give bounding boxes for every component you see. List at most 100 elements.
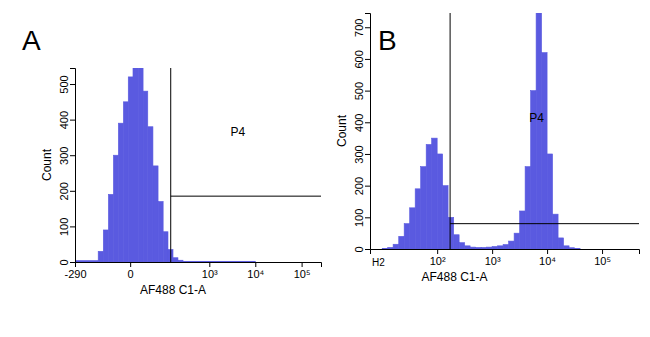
y-tick: 300 <box>58 147 75 165</box>
x-tick-mark <box>602 249 603 254</box>
x-tick: 10⁴ <box>539 249 556 267</box>
histogram-bar <box>569 248 574 249</box>
histogram-bar <box>113 155 118 262</box>
histogram-bar <box>388 247 393 249</box>
y-axis-title: Count <box>40 148 54 181</box>
y-tick-label: 500 <box>353 82 365 100</box>
histogram-bar <box>520 211 525 249</box>
histogram-bar <box>503 245 508 249</box>
y-tick-mark <box>365 91 370 92</box>
gate <box>171 68 321 262</box>
histogram-bar <box>558 238 563 249</box>
y-tick-mark <box>70 226 75 227</box>
histogram-bar <box>75 261 98 262</box>
histogram-bar <box>410 208 416 249</box>
y-tick-mark <box>365 217 370 218</box>
x-tick: 0 <box>128 262 134 280</box>
y-tick-label: 500 <box>58 75 70 93</box>
y-tick: 500 <box>353 82 370 100</box>
x-tick-label: 10² <box>430 255 446 267</box>
x-tick-label: 10³ <box>202 268 218 280</box>
x-tick: 10³ <box>202 262 218 280</box>
y-tick-mark <box>365 186 370 187</box>
histogram-bar <box>138 68 143 262</box>
histogram <box>75 68 255 262</box>
panel: P4-290010³10⁴10⁵0100200300400500AF488 C1… <box>22 25 322 297</box>
y-tick: 0 <box>353 246 370 252</box>
y-tick: 200 <box>353 177 370 195</box>
x-tick-mark <box>437 249 438 254</box>
histogram-bar <box>108 194 113 262</box>
y-tick-mark <box>365 59 370 60</box>
gate <box>450 13 639 249</box>
histogram-bar <box>476 247 482 249</box>
histogram-bar <box>443 186 448 249</box>
histogram-bar <box>481 247 486 249</box>
y-tick-label: 300 <box>353 145 365 163</box>
y-tick: 600 <box>353 50 370 68</box>
histogram-bar <box>465 246 471 249</box>
y-axis: 0100200300400500 <box>58 69 76 266</box>
histogram-bar <box>487 247 493 249</box>
histogram-bar <box>564 246 569 249</box>
histogram-bar <box>426 144 431 249</box>
y-tick: 100 <box>353 209 370 227</box>
y-tick-label: 0 <box>353 246 365 252</box>
histogram-bar <box>525 167 530 249</box>
y-tick-label: 100 <box>353 209 365 227</box>
x-tick-label: -290 <box>64 268 86 280</box>
histogram-bar <box>143 91 148 262</box>
histogram-bar <box>509 241 515 249</box>
histogram-bar <box>575 248 580 249</box>
x-axis-line <box>76 263 322 268</box>
y-tick: 100 <box>58 218 75 236</box>
y-tick-mark <box>365 249 370 250</box>
y-tick-label: 300 <box>58 147 70 165</box>
histogram-bar <box>118 123 123 262</box>
y-tick: 400 <box>353 114 370 132</box>
x-axis: 10² 10³ 10⁴ 10⁵ <box>371 249 640 267</box>
histogram-bar <box>459 243 464 249</box>
y-axis-line <box>365 14 371 250</box>
histogram-bar <box>103 230 108 262</box>
histogram-bar <box>514 233 519 249</box>
x-tick: 10⁵ <box>594 249 611 267</box>
x-tick-mark <box>547 249 548 254</box>
histogram-bar <box>123 102 128 262</box>
histogram-bar <box>128 77 133 262</box>
histogram-bar <box>133 68 138 262</box>
histogram-bar <box>173 258 178 262</box>
y-tick-label: 700 <box>353 19 365 37</box>
x-tick-label: 10⁵ <box>594 255 611 267</box>
y-tick-mark <box>70 84 75 85</box>
histogram-bar <box>542 53 547 249</box>
histogram-bar <box>437 154 443 249</box>
y-tick-label: 100 <box>58 218 70 236</box>
histogram-bar <box>547 154 552 249</box>
histogram-bar <box>492 246 497 249</box>
panel-label: A <box>22 25 41 56</box>
y-tick-label: 400 <box>58 111 70 129</box>
histogram-bar <box>553 214 558 249</box>
histogram-bar <box>448 217 454 249</box>
y-tick-label: 200 <box>353 177 365 195</box>
x-tick-mark <box>255 262 256 267</box>
y-tick: 400 <box>58 111 75 129</box>
x-tick-label: 10⁴ <box>539 255 556 267</box>
x-axis-title: AF488 C1-A <box>421 270 487 284</box>
x-tick-label: 10³ <box>485 255 501 267</box>
x-tick: 10⁴ <box>247 262 264 280</box>
x-tick-label: 10⁴ <box>247 268 264 280</box>
histogram-bar <box>153 166 158 262</box>
y-tick-mark <box>70 120 75 121</box>
y-tick-mark <box>70 262 75 263</box>
histogram-bar <box>415 189 420 249</box>
histogram-bar <box>98 251 103 262</box>
histogram-bar <box>470 247 475 249</box>
histogram-bar <box>432 138 438 249</box>
histogram-bar <box>148 127 153 262</box>
x-axis-line <box>371 250 640 255</box>
x-tick-mark <box>302 262 303 267</box>
y-axis-line <box>70 69 76 263</box>
gate-edge <box>450 13 451 249</box>
